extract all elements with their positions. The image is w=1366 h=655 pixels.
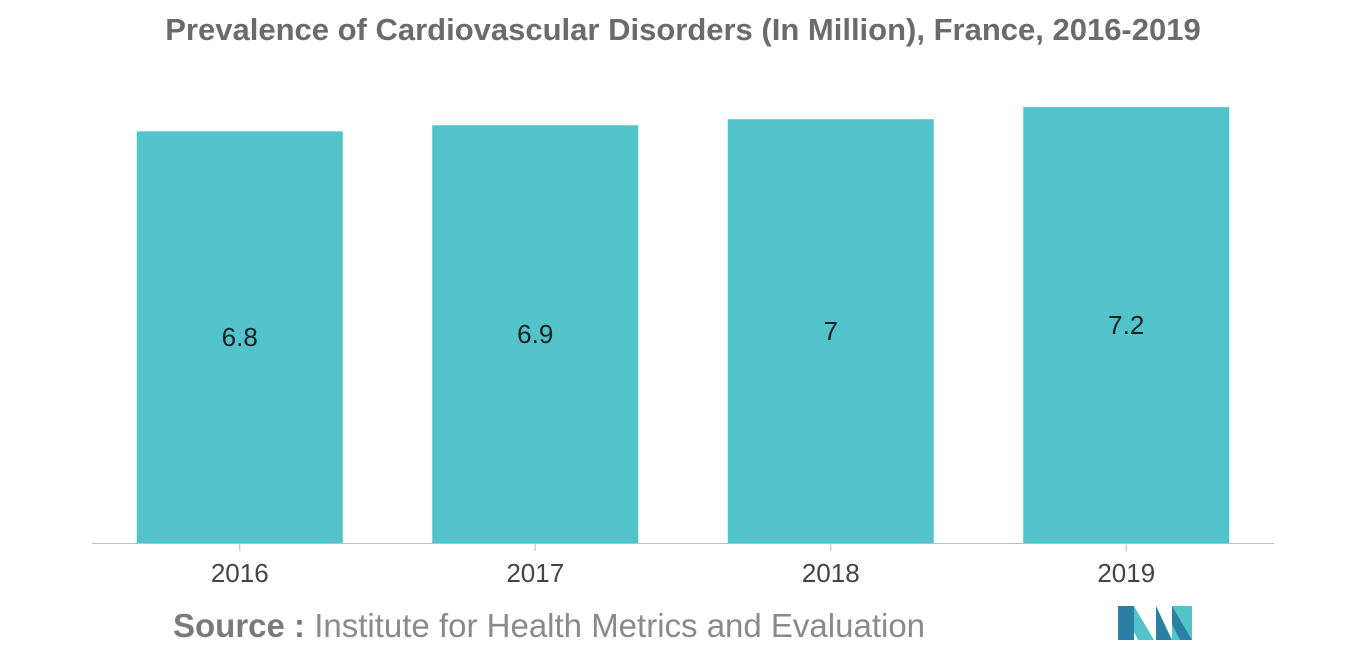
data-label-2016: 6.8	[222, 322, 258, 352]
data-label-2019: 7.2	[1108, 310, 1144, 340]
data-label-2018: 7	[824, 316, 838, 346]
company-logo-icon	[1118, 604, 1192, 645]
bar-2017	[432, 125, 639, 544]
x-axis: 2016 2017 2018 2019	[92, 543, 1274, 588]
bars-layer	[136, 107, 1230, 544]
source-note: Source : Institute for Health Metrics an…	[173, 607, 925, 645]
x-tick-label: 2016	[211, 558, 269, 588]
source-text: Institute for Health Metrics and Evaluat…	[314, 607, 926, 644]
bar-2018	[727, 119, 934, 543]
x-tick-label: 2019	[1097, 558, 1155, 588]
bar-2016	[136, 131, 343, 543]
data-label-2017: 6.9	[517, 319, 553, 349]
bar-chart: 6.8 6.9 7 7.2 2016 2017 2018 2019	[92, 107, 1274, 588]
x-tick-label: 2017	[506, 558, 564, 588]
source-label: Source :	[173, 607, 306, 644]
x-tick-label: 2018	[802, 558, 860, 588]
chart-title: Prevalence of Cardiovascular Disorders (…	[165, 12, 1201, 47]
bar-2019	[1023, 107, 1230, 544]
value-labels-layer: 6.8 6.9 7 7.2	[222, 310, 1145, 352]
